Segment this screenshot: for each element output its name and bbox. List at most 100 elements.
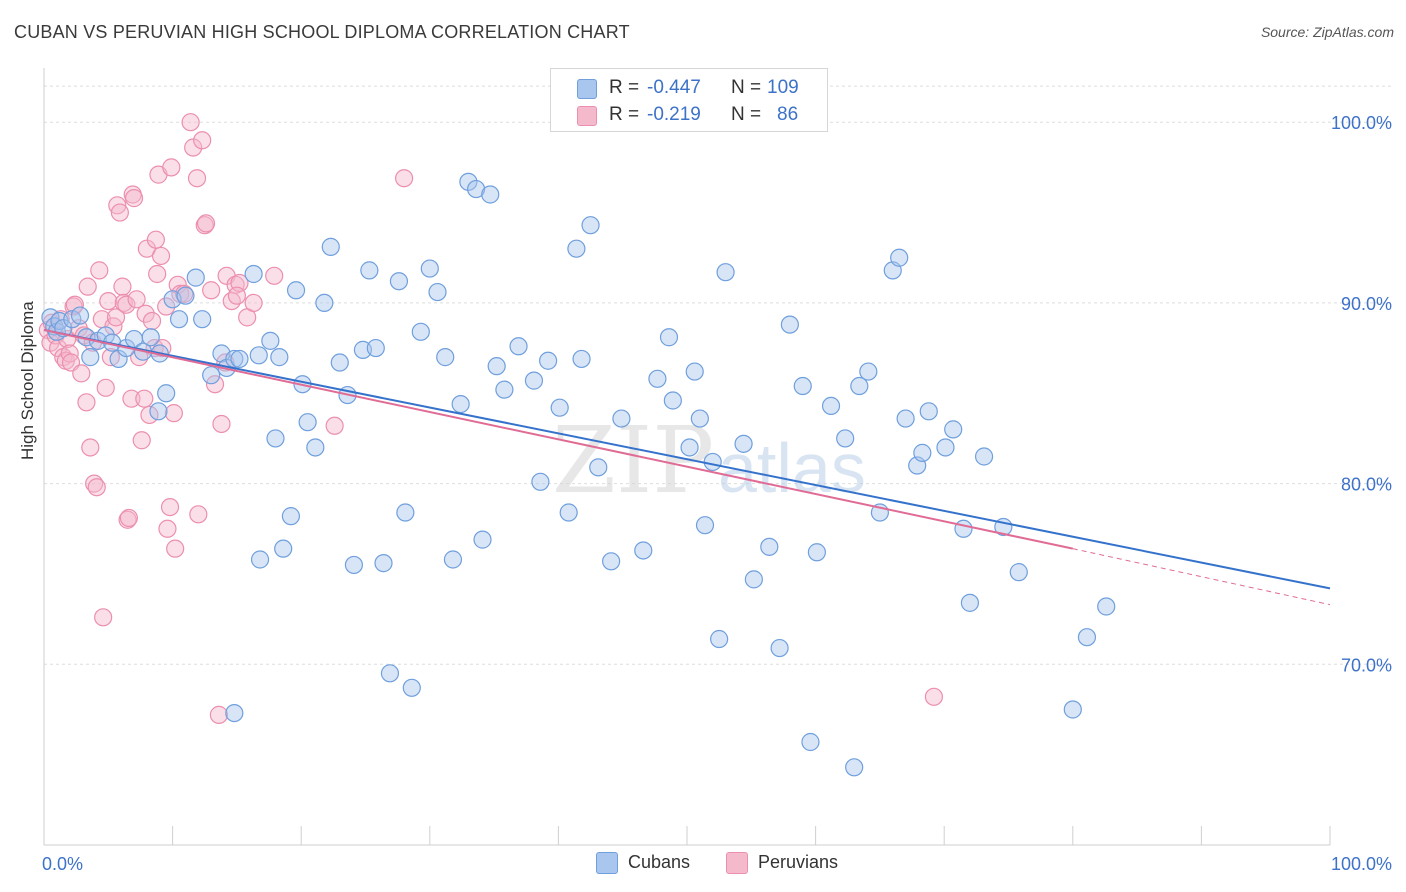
peruvian-point [78, 277, 97, 296]
cuban-point [859, 362, 878, 381]
cuban-point [306, 438, 325, 457]
peruvian-point [142, 311, 162, 331]
cuban-point [663, 391, 682, 410]
peruvian-point [135, 389, 154, 408]
peruvian-point [212, 414, 231, 434]
cuban-point [913, 443, 932, 462]
legend-r-value: -0.219 [647, 104, 701, 125]
cuban-point [710, 629, 729, 649]
peruvian-point [99, 292, 118, 311]
y-axis-label: High School Diploma [18, 301, 37, 460]
y-tick-label: 70.0% [1341, 655, 1392, 675]
peruvian-point [189, 505, 208, 524]
peruvian-point [136, 304, 155, 323]
cuban-point [760, 537, 779, 556]
y-tick-label: 100.0% [1331, 113, 1392, 133]
peruvian-point [127, 290, 146, 309]
peruvian-point [158, 519, 177, 538]
cuban-point [807, 543, 826, 562]
cuban-point [315, 293, 334, 313]
grid-layer [44, 85, 1392, 665]
peruvian-point [325, 416, 344, 435]
cuban-point [550, 398, 569, 417]
cuban-trend-line [43, 329, 1331, 590]
cuban-point [436, 348, 455, 367]
cuban-point [612, 409, 631, 428]
series-legend: Cubans Peruvians [0, 850, 1406, 878]
cuban-point [1077, 628, 1097, 647]
cuban-point [770, 638, 789, 658]
peruvian-point [87, 478, 106, 497]
cuban-point [539, 351, 558, 370]
legend-swatch-peruvians [726, 852, 748, 874]
cuban-point [850, 376, 869, 396]
cuban-point [420, 259, 439, 278]
cuban-point [974, 447, 994, 466]
peruvian-point [117, 295, 136, 314]
cuban-point [845, 758, 864, 777]
legend-row-cubans: R = -0.447 N = 109 [551, 73, 827, 101]
peruvian-point [205, 375, 225, 394]
cuban-point [366, 338, 385, 358]
cuban-point [261, 331, 280, 350]
peruvian-trend-extension [1072, 548, 1331, 606]
cuban-point [780, 315, 799, 334]
cuban-point [936, 438, 955, 457]
peruvian-point [162, 158, 181, 177]
peruvian-point [196, 214, 216, 233]
cuban-point [249, 346, 268, 365]
cuban-point [374, 554, 393, 573]
peruvian-point [193, 131, 212, 150]
legend-swatch-blue [577, 79, 597, 99]
cuban-point [919, 402, 938, 421]
cuban-point [281, 507, 301, 526]
peruvian-point [81, 438, 100, 457]
legend-r-value: -0.447 [647, 77, 701, 98]
cuban-point [286, 281, 306, 300]
peruvian-point [244, 293, 263, 313]
peruvian-point [122, 389, 141, 408]
cuban-point [695, 516, 715, 535]
cuban-point [890, 248, 909, 267]
cuban-point [270, 348, 289, 367]
legend-n-value: 109 [767, 77, 799, 98]
cuban-point [411, 322, 430, 341]
peruvian-point [160, 497, 180, 517]
peruvian-point [108, 196, 127, 215]
peruvian-point [106, 308, 126, 327]
cuban-point [481, 185, 500, 204]
points-layer [38, 113, 1116, 777]
cuban-point [298, 413, 317, 432]
peruvian-trend-line [43, 329, 1074, 550]
cuban-point [176, 286, 195, 305]
peruvian-point [394, 169, 414, 188]
peruvian-point [157, 297, 176, 316]
peruvian-point [140, 405, 159, 425]
peruvian-point [77, 393, 96, 412]
cuban-point [509, 337, 528, 356]
chart-title: CUBAN VS PERUVIAN HIGH SCHOOL DIPLOMA CO… [14, 22, 630, 42]
peruvian-point [65, 295, 84, 314]
legend-swatch-pink [577, 106, 597, 126]
peruvian-point [124, 189, 144, 208]
peruvian-point [96, 378, 115, 397]
legend-label-peruvians: Peruvians [758, 852, 839, 872]
correlation-legend: R = -0.447 N = 109 R = -0.219 N = 86 [550, 68, 828, 132]
peruvian-point [151, 246, 171, 266]
cuban-point [680, 438, 699, 457]
cuban-point [572, 349, 591, 369]
cuban-point [186, 268, 205, 287]
y-tick-label: 90.0% [1341, 294, 1392, 314]
cuban-point [389, 272, 409, 291]
cuban-point [634, 541, 653, 560]
tick-label-layer: 70.0% 80.0% 90.0% 100.0% 0.0% 100.0% [42, 113, 1392, 874]
chart-source: Source: ZipAtlas.com [1260, 24, 1394, 40]
cuban-point [659, 328, 679, 347]
peruvian-point [202, 281, 221, 300]
cuban-point [459, 172, 478, 191]
cuban-point [330, 353, 349, 372]
cuban-point [703, 452, 722, 472]
legend-r-label: R = [609, 104, 640, 125]
peruvian-point [265, 266, 284, 285]
cuban-point [716, 263, 735, 282]
